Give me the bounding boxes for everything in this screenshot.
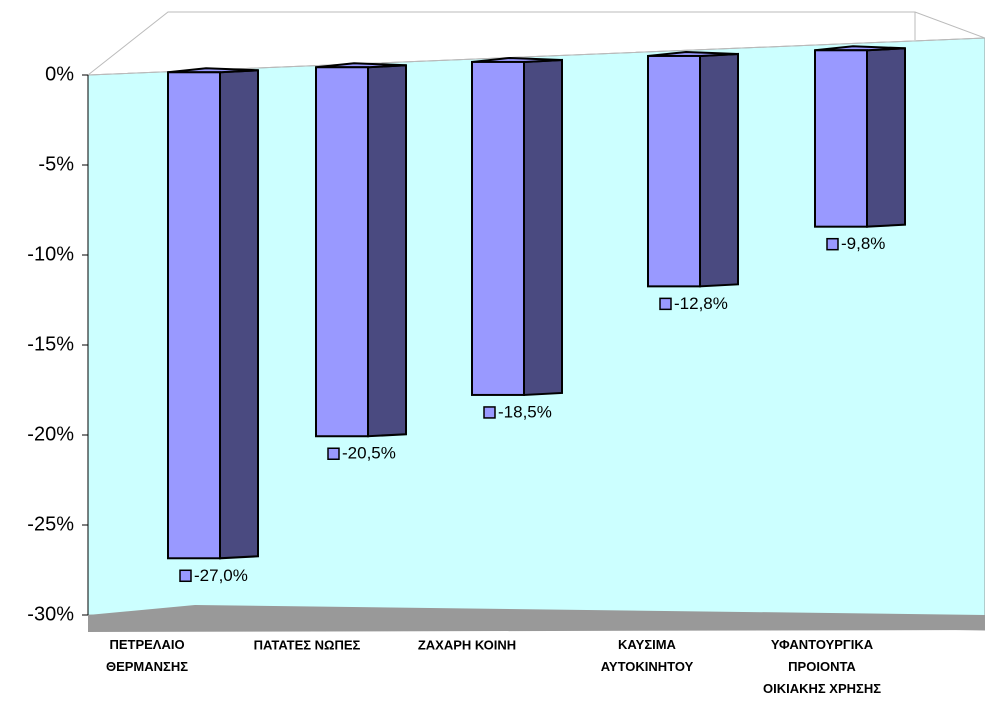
- value-label: -18,5%: [498, 402, 552, 421]
- value-label: -27,0%: [194, 566, 248, 585]
- x-tick-label: ΚΑΥΣΙΜΑ ΑΥΤΟΚΙΝΗΤΟΥ: [601, 637, 694, 674]
- y-tick-label: -5%: [38, 153, 74, 175]
- y-tick-label: -20%: [27, 423, 74, 445]
- legend-key: [179, 569, 192, 583]
- x-tick-label: ΖΑΧΑΡΗ ΚΟΙΝΗ: [418, 637, 516, 652]
- floor: [88, 605, 985, 632]
- bar: [471, 60, 525, 396]
- y-tick-label: -10%: [27, 243, 74, 265]
- value-label: -20,5%: [342, 444, 396, 463]
- value-label: -9,8%: [841, 234, 885, 253]
- bar-side: [866, 47, 906, 228]
- value-label: -12,8%: [674, 294, 728, 313]
- legend-key: [659, 297, 672, 311]
- legend-key: [327, 447, 340, 460]
- bar-side: [699, 52, 739, 288]
- x-tick-label: ΠΑΤΑΤΕΣ ΝΩΠΕΣ: [254, 637, 361, 652]
- bar-side: [219, 69, 259, 560]
- x-tick-label: ΠΕΤΡΕΛΑΙΟ ΘΕΡΜΑΝΣΗΣ: [106, 637, 188, 674]
- legend-key: [826, 237, 839, 251]
- bar: [167, 71, 221, 560]
- bar: [814, 49, 868, 228]
- y-tick-label: -25%: [27, 513, 74, 535]
- bar-side: [367, 64, 407, 438]
- bar: [315, 66, 369, 438]
- x-tick-label: ΥΦΑΝΤΟΥΡΓΙΚΑ ΠΡΟΙΟΝΤΑ ΟΙΚΙΑΚΗΣ ΧΡΗΣΗΣ: [763, 637, 881, 696]
- legend-key: [483, 406, 496, 419]
- bar-side: [523, 58, 563, 396]
- y-tick-label: 0%: [45, 63, 74, 85]
- bar: [647, 54, 701, 288]
- y-tick-label: -30%: [27, 603, 74, 625]
- y-tick-label: -15%: [27, 333, 74, 355]
